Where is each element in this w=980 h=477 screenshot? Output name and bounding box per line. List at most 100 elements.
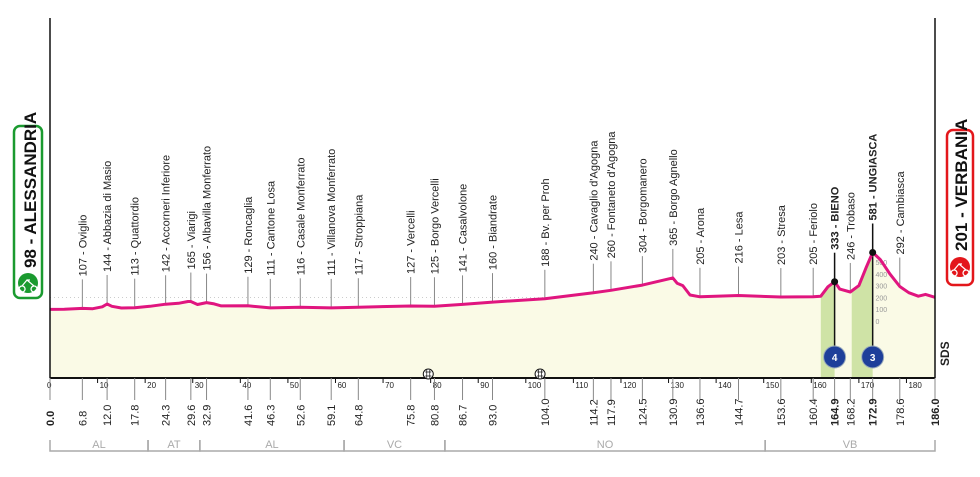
location-label: 107 - Oviglio [77, 215, 89, 277]
distance-label: 6.8 [77, 411, 89, 426]
bike-icon [18, 273, 38, 293]
x-tick-label: 170 [861, 381, 875, 390]
location-label: 127 - Vercelli [406, 210, 418, 274]
kom-category-icon [823, 345, 847, 369]
distance-label: 0.0 [45, 411, 57, 426]
location-label: 246 - Trobaso [845, 192, 857, 260]
distance-label: 136.6 [695, 398, 707, 426]
location-label: 116 - Casale Monferrato [295, 157, 307, 275]
sprint-icon-grid [537, 370, 544, 378]
x-tick-label: 80 [433, 381, 442, 390]
kom-category-icon [861, 345, 885, 369]
location-label: 117 - Stroppiana [353, 194, 365, 275]
x-tick-label: 110 [575, 381, 588, 390]
x-tick-label: 30 [195, 381, 204, 390]
location-label: 129 - Roncaglia [243, 196, 255, 274]
region-label: AL [265, 439, 278, 451]
distance-label: 168.2 [845, 398, 857, 426]
distance-label: 24.3 [161, 405, 173, 426]
distance-label: 130.9 [668, 398, 680, 426]
distance-label: 41.6 [243, 405, 255, 426]
distance-label: 75.8 [406, 405, 418, 426]
location-label: 165 - Viarigi [186, 211, 198, 270]
x-tick-label: 40 [242, 381, 251, 390]
location-label: 113 - Quattordio [130, 197, 142, 276]
location-label: 125 - Borgo Vercelli [429, 178, 441, 274]
distance-label: 144.7 [733, 398, 745, 426]
x-tick-label: 100 [528, 381, 542, 390]
location-label: 205 - Feriolo [808, 203, 820, 265]
location-label: 240 - Cavaglio d'Agogna [588, 140, 600, 261]
distance-label: 164.9 [830, 398, 842, 426]
kom-category-label: 3 [870, 353, 876, 364]
location-labels: 107 - Oviglio 144 - Abbazia di Masio 113 -… [77, 131, 907, 355]
x-tick-label: 130 [671, 381, 685, 390]
distance-label: 186.0 [930, 398, 942, 426]
location-label: 156 - Albavilla Monferrato [202, 146, 214, 271]
distance-label: 124.5 [637, 398, 649, 426]
profile-area [50, 252, 935, 378]
elevation-line [49, 250, 936, 311]
finish-label-box: 201 - VERBANIA [945, 119, 975, 287]
climb-summit-dot [831, 278, 839, 286]
location-label: 581 - UNGIASCA [868, 134, 880, 221]
location-label: 203 - Stresa [776, 204, 788, 265]
x-tick-label: 180 [908, 381, 922, 390]
profile-line [49, 250, 936, 311]
distance-label: 178.6 [895, 398, 907, 426]
region-label: AT [167, 439, 181, 451]
distance-label: 93.0 [488, 405, 500, 426]
location-label: 160 - Biandrate [488, 195, 500, 270]
x-tick-label: 160 [813, 381, 827, 390]
region-bar: AL AT AL VC NO VB [49, 439, 936, 452]
region-label: AL [92, 439, 105, 451]
region-label: VB [843, 439, 858, 451]
start-label: 98 - ALESSANDRIA [21, 112, 40, 268]
kom-category-label: 4 [832, 353, 838, 364]
distance-label: 172.9 [868, 398, 880, 426]
x-tick-label: 150 [766, 381, 780, 390]
bike-icon-glyph [950, 263, 970, 277]
elevation-scale-label: 400 [876, 272, 888, 279]
location-label: 292 - Cambiasca [895, 171, 907, 255]
x-axis: 0 10 20 30 40 50 60 70 80 90 100 110 120 130 140 150 160… [47, 18, 936, 390]
profile-fill [50, 252, 935, 378]
start-label-box: 98 - ALESSANDRIA [12, 112, 44, 300]
region-label: VC [387, 439, 402, 451]
distance-label: 160.4 [808, 398, 820, 426]
distance-label: 114.2 [588, 399, 600, 426]
climb-summit-dot [869, 248, 877, 256]
sds-logo: SDS [938, 341, 952, 366]
distance-label: 104.0 [540, 398, 552, 426]
location-label: 304 - Borgomanero [637, 158, 649, 253]
distance-label: 80.8 [429, 405, 441, 426]
x-tick-label: 70 [385, 381, 394, 390]
x-tick-label: 140 [718, 381, 732, 390]
x-tick-label: 120 [623, 381, 637, 390]
elevation-scale-label: 0 [876, 319, 880, 326]
sprint-icon-grid [425, 370, 432, 378]
x-tick-label: 90 [480, 381, 489, 390]
distance-label: 32.9 [202, 405, 214, 426]
location-label: 141 - Casalvolone [458, 184, 470, 273]
location-label: 111 - Cantone Losa [265, 180, 277, 276]
sprint-icon [422, 368, 434, 380]
location-label: 205 - Arona [695, 207, 707, 265]
x-tick-label: 60 [337, 381, 346, 390]
distance-label: 52.6 [295, 405, 307, 426]
distance-label: 12.0 [102, 405, 114, 426]
bike-icon-glyph [18, 279, 38, 293]
location-label: 365 - Borgo Agnello [668, 149, 680, 246]
distance-label: 153.6 [776, 398, 788, 426]
distance-label: 29.6 [186, 405, 198, 426]
x-tick-label: 20 [147, 381, 156, 390]
bike-icon [950, 257, 970, 277]
elevation-scale-label: 100 [876, 307, 888, 314]
location-label: 111 - Villanova Monferrato [326, 149, 338, 276]
region-label: NO [597, 439, 614, 451]
distance-labels: 0.0 6.8 12.0 17.8 24.3 29.6 32.9 41.6 46.3 52.6 59… [45, 378, 942, 426]
distance-label: 17.8 [130, 405, 142, 426]
climb-shade [851, 252, 873, 378]
location-label: 333 - BIENO [830, 186, 842, 249]
